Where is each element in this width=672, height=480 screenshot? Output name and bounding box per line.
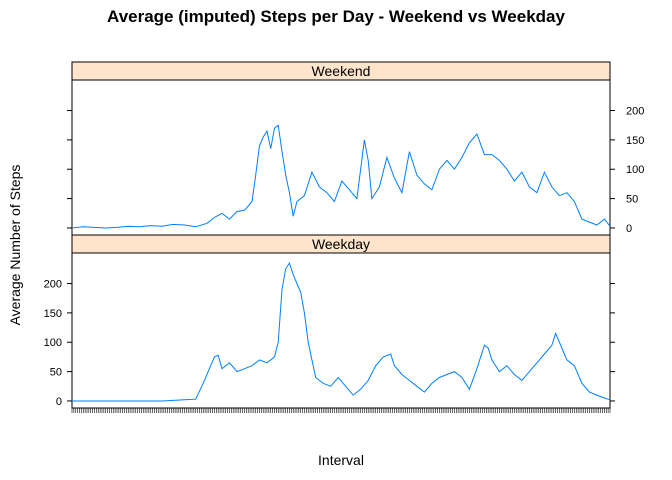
y-tick-label: 100: [44, 337, 62, 349]
y-tick-label: 50: [50, 367, 62, 379]
chart-title: Average (imputed) Steps per Day - Weeken…: [107, 7, 565, 26]
panel-weekday-series-line: [72, 261, 611, 402]
x-axis-ticks: [71, 408, 611, 413]
panel-weekday-strip-label: Weekday: [312, 236, 370, 252]
panel-weekend-series-line: [71, 124, 611, 229]
y-tick-label: 0: [626, 223, 632, 235]
x-axis-label: Interval: [318, 452, 364, 468]
panel-weekend: Weekend 0 50 100 150 200: [67, 61, 644, 236]
y-tick-label: 100: [626, 164, 644, 176]
y-tick-label: 200: [626, 106, 644, 118]
panel-weekday-frame: [71, 252, 611, 409]
y-tick-label: 150: [44, 308, 62, 320]
y-tick-label: 150: [626, 135, 644, 147]
y-tick-label: 0: [56, 396, 62, 408]
y-tick-label: 200: [44, 279, 62, 291]
panel-weekend-frame: [71, 79, 611, 236]
panel-weekend-ticks: 0 50 100 150 200: [67, 106, 644, 235]
panel-weekday: Weekday 0 50 100 150 200: [44, 234, 615, 409]
y-tick-label: 50: [626, 194, 638, 206]
panel-weekday-ticks: 0 50 100 150 200: [44, 279, 615, 408]
y-axis-label: Average Number of Steps: [7, 165, 23, 326]
panel-weekend-strip-label: Weekend: [312, 63, 371, 79]
